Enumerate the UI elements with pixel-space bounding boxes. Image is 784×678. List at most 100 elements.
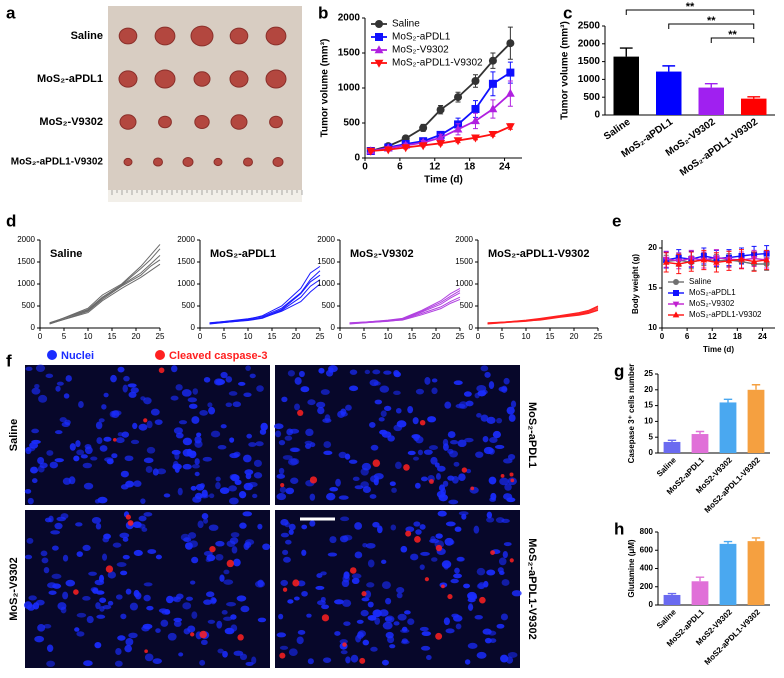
nucleus bbox=[283, 556, 291, 563]
nucleus bbox=[345, 656, 351, 664]
marker bbox=[374, 59, 384, 68]
nucleus bbox=[96, 614, 106, 619]
nucleus bbox=[115, 594, 123, 600]
panel-letter: f bbox=[6, 351, 12, 370]
nucleus bbox=[246, 433, 253, 439]
y-tick-label: 1500 bbox=[317, 257, 335, 266]
x-tick-label: 24 bbox=[758, 332, 767, 341]
error-bar bbox=[695, 576, 705, 582]
error-bar bbox=[747, 96, 761, 99]
nucleus bbox=[205, 557, 212, 563]
nucleus bbox=[499, 477, 509, 486]
nucleus bbox=[24, 554, 33, 560]
nucleus bbox=[111, 453, 118, 459]
stain-legend-label: Nuclei bbox=[61, 350, 94, 362]
nucleus bbox=[102, 605, 112, 610]
x-tick-label: 10 bbox=[84, 332, 93, 341]
nucleus bbox=[110, 374, 117, 383]
nucleus bbox=[130, 439, 140, 445]
nucleus bbox=[99, 597, 107, 603]
nucleus bbox=[390, 524, 397, 531]
tumor bbox=[213, 157, 223, 167]
nucleus bbox=[49, 461, 59, 469]
nucleus bbox=[288, 458, 298, 466]
nucleus bbox=[441, 560, 452, 569]
marker bbox=[471, 105, 480, 113]
x-tick-label: 15 bbox=[268, 332, 277, 341]
nucleus bbox=[83, 660, 93, 667]
caspase-signal bbox=[349, 567, 357, 574]
nucleus bbox=[339, 639, 348, 644]
panel-letter: d bbox=[6, 211, 16, 230]
tumor bbox=[272, 157, 284, 167]
x-tick-label: 20 bbox=[292, 332, 301, 341]
nucleus bbox=[37, 456, 45, 465]
nucleus bbox=[278, 440, 286, 446]
nucleus bbox=[31, 478, 38, 484]
nucleus bbox=[190, 485, 197, 491]
nucleus bbox=[138, 515, 147, 522]
tumor bbox=[243, 157, 253, 167]
nucleus bbox=[102, 553, 108, 561]
legend-label: MoS₂-aPDL1 bbox=[392, 32, 451, 43]
x-tick-label: 15 bbox=[546, 332, 555, 341]
x-tick-label: 10 bbox=[244, 332, 253, 341]
x-tick-label: 20 bbox=[132, 332, 141, 341]
nucleus bbox=[255, 441, 264, 447]
nucleus bbox=[215, 540, 225, 547]
x-tick-label: 25 bbox=[316, 332, 325, 341]
nucleus bbox=[154, 419, 163, 425]
caspase-signal bbox=[490, 550, 495, 555]
nucleus bbox=[146, 605, 154, 611]
nucleus bbox=[309, 442, 316, 448]
tumor bbox=[230, 114, 248, 130]
nucleus bbox=[413, 456, 420, 461]
nucleus bbox=[109, 410, 116, 418]
nucleus bbox=[419, 524, 426, 530]
marker bbox=[673, 279, 679, 285]
x-tick-label: 18 bbox=[464, 162, 476, 173]
nucleus bbox=[257, 617, 267, 623]
nucleus bbox=[427, 416, 437, 423]
x-tick-label: 0 bbox=[198, 332, 203, 341]
nucleus bbox=[201, 489, 208, 498]
caspase-signal bbox=[279, 652, 286, 659]
nucleus bbox=[37, 465, 45, 473]
marker bbox=[488, 104, 498, 113]
nucleus bbox=[182, 602, 192, 610]
nucleus bbox=[322, 657, 332, 664]
nucleus bbox=[298, 370, 305, 378]
nucleus bbox=[54, 522, 63, 530]
nucleus bbox=[173, 596, 181, 603]
nucleus bbox=[506, 406, 515, 415]
marker bbox=[453, 137, 463, 146]
nucleus bbox=[43, 623, 52, 629]
nucleus bbox=[207, 619, 216, 624]
nucleus bbox=[488, 381, 495, 390]
nucleus bbox=[173, 617, 183, 622]
error-bar bbox=[751, 537, 761, 542]
nucleus bbox=[384, 616, 393, 621]
nucleus bbox=[436, 465, 446, 472]
nucleus bbox=[450, 578, 459, 584]
nucleus bbox=[145, 465, 153, 473]
marker bbox=[419, 123, 428, 132]
nucleus bbox=[276, 473, 286, 479]
nucleus bbox=[31, 428, 40, 434]
nucleus bbox=[364, 369, 371, 375]
marker bbox=[738, 255, 745, 262]
nucleus bbox=[68, 476, 76, 485]
nucleus bbox=[141, 625, 150, 632]
nucleus bbox=[238, 381, 246, 386]
y-tick-label: 10 bbox=[648, 323, 657, 332]
nucleus bbox=[417, 449, 423, 456]
y-axis-label: Glutamine (μM) bbox=[627, 539, 636, 598]
nucleus bbox=[301, 549, 307, 556]
caspase-signal bbox=[424, 577, 429, 582]
nucleus bbox=[41, 557, 49, 564]
stain-legend-dot bbox=[47, 350, 57, 360]
nucleus bbox=[464, 437, 474, 443]
nucleus bbox=[503, 377, 510, 385]
nucleus bbox=[448, 499, 459, 505]
caspase-signal bbox=[429, 479, 434, 484]
